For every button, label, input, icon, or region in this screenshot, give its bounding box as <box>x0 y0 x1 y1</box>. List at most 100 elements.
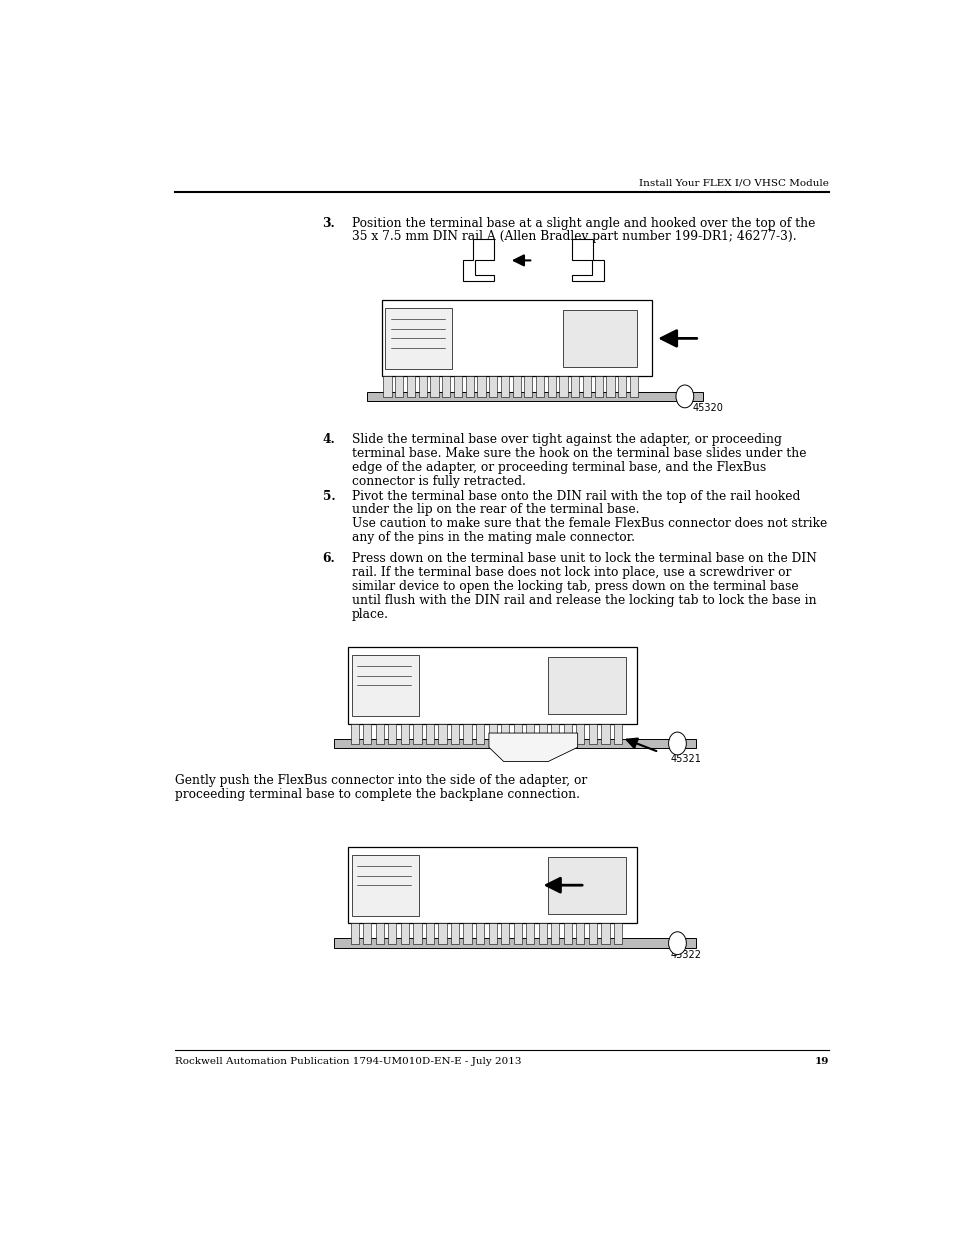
Bar <box>407 377 415 398</box>
Bar <box>367 391 702 401</box>
Text: until flush with the DIN rail and release the locking tab to lock the base in: until flush with the DIN rail and releas… <box>352 594 816 606</box>
Bar <box>454 377 461 398</box>
Text: Press down on the terminal base unit to lock the terminal base on the DIN: Press down on the terminal base unit to … <box>352 552 816 566</box>
Text: 45320: 45320 <box>692 403 722 412</box>
Bar <box>425 924 434 944</box>
Bar <box>600 724 609 745</box>
Bar <box>606 377 614 398</box>
Polygon shape <box>572 238 603 282</box>
Bar <box>547 857 625 914</box>
Text: terminal base. Make sure the hook on the terminal base slides under the: terminal base. Make sure the hook on the… <box>352 447 806 461</box>
Bar <box>538 924 546 944</box>
Bar <box>375 724 383 745</box>
Polygon shape <box>488 734 577 762</box>
Text: Position the terminal base at a slight angle and hooked over the top of the: Position the terminal base at a slight a… <box>352 216 815 230</box>
Bar <box>576 724 584 745</box>
Bar <box>562 310 636 367</box>
Bar <box>618 377 626 398</box>
Bar <box>381 300 651 377</box>
Bar <box>629 377 638 398</box>
Bar <box>600 924 609 944</box>
Bar <box>613 924 621 944</box>
Bar <box>500 724 509 745</box>
Bar <box>525 724 534 745</box>
Bar <box>441 377 450 398</box>
Bar <box>538 724 546 745</box>
Bar <box>395 377 403 398</box>
Bar <box>425 724 434 745</box>
Bar <box>413 924 421 944</box>
Text: place.: place. <box>352 608 389 620</box>
Bar <box>476 924 484 944</box>
Text: 45321: 45321 <box>669 753 700 764</box>
Bar <box>476 724 484 745</box>
Bar <box>463 724 471 745</box>
Bar <box>334 939 696 948</box>
Text: 3.: 3. <box>322 216 335 230</box>
Bar <box>513 724 521 745</box>
Bar <box>438 924 446 944</box>
Bar <box>488 924 497 944</box>
Bar <box>413 724 421 745</box>
Text: edge of the adapter, or proceeding terminal base, and the FlexBus: edge of the adapter, or proceeding termi… <box>352 461 765 474</box>
Bar <box>463 924 471 944</box>
Bar <box>613 724 621 745</box>
Bar <box>563 724 572 745</box>
Circle shape <box>668 732 685 755</box>
Bar <box>430 377 438 398</box>
Bar <box>500 924 509 944</box>
Bar <box>400 924 409 944</box>
Text: under the lip on the rear of the terminal base.: under the lip on the rear of the termina… <box>352 504 639 516</box>
Bar <box>400 724 409 745</box>
Text: 4.: 4. <box>322 433 335 447</box>
Text: Slide the terminal base over tight against the adapter, or proceeding: Slide the terminal base over tight again… <box>352 433 781 447</box>
Text: 5.: 5. <box>322 489 335 503</box>
Text: Pivot the terminal base onto the DIN rail with the top of the rail hooked: Pivot the terminal base onto the DIN rai… <box>352 489 800 503</box>
Bar <box>582 377 591 398</box>
Bar <box>547 657 625 714</box>
Bar <box>525 924 534 944</box>
Text: 19: 19 <box>814 1057 828 1066</box>
Bar <box>571 377 578 398</box>
Bar <box>513 924 521 944</box>
Bar <box>438 724 446 745</box>
Text: connector is fully retracted.: connector is fully retracted. <box>352 474 525 488</box>
Text: any of the pins in the mating male connector.: any of the pins in the mating male conne… <box>352 531 635 543</box>
Bar <box>551 724 558 745</box>
Bar <box>451 924 458 944</box>
Polygon shape <box>462 238 494 282</box>
Bar <box>551 924 558 944</box>
Bar <box>451 724 458 745</box>
Bar <box>465 377 474 398</box>
Bar <box>388 724 396 745</box>
Bar <box>563 924 572 944</box>
Bar <box>576 924 584 944</box>
Circle shape <box>668 931 685 955</box>
Bar <box>524 377 532 398</box>
Bar <box>512 377 520 398</box>
Text: 35 x 7.5 mm DIN rail A (Allen Bradley part number 199-DR1; 46277-3).: 35 x 7.5 mm DIN rail A (Allen Bradley pa… <box>352 231 796 243</box>
Bar <box>334 739 696 748</box>
Text: 6.: 6. <box>322 552 335 566</box>
Bar <box>558 377 567 398</box>
Text: Gently push the FlexBus connector into the side of the adapter, or: Gently push the FlexBus connector into t… <box>174 774 586 787</box>
Text: Rockwell Automation Publication 1794-UM010D-EN-E - July 2013: Rockwell Automation Publication 1794-UM0… <box>174 1057 520 1066</box>
Bar <box>418 377 426 398</box>
Bar <box>489 377 497 398</box>
Bar <box>351 724 358 745</box>
Bar <box>348 647 636 724</box>
Bar <box>375 924 383 944</box>
Text: 45322: 45322 <box>669 950 700 960</box>
Bar <box>476 377 485 398</box>
Bar <box>388 924 396 944</box>
Text: proceeding terminal base to complete the backplane connection.: proceeding terminal base to complete the… <box>174 788 579 800</box>
Bar <box>588 924 597 944</box>
Bar <box>352 855 418 915</box>
Bar <box>385 308 452 369</box>
Bar <box>547 377 556 398</box>
Bar <box>594 377 602 398</box>
Bar <box>351 924 358 944</box>
Text: Use caution to make sure that the female FlexBus connector does not strike: Use caution to make sure that the female… <box>352 517 826 530</box>
Bar <box>536 377 543 398</box>
Bar <box>352 655 418 716</box>
